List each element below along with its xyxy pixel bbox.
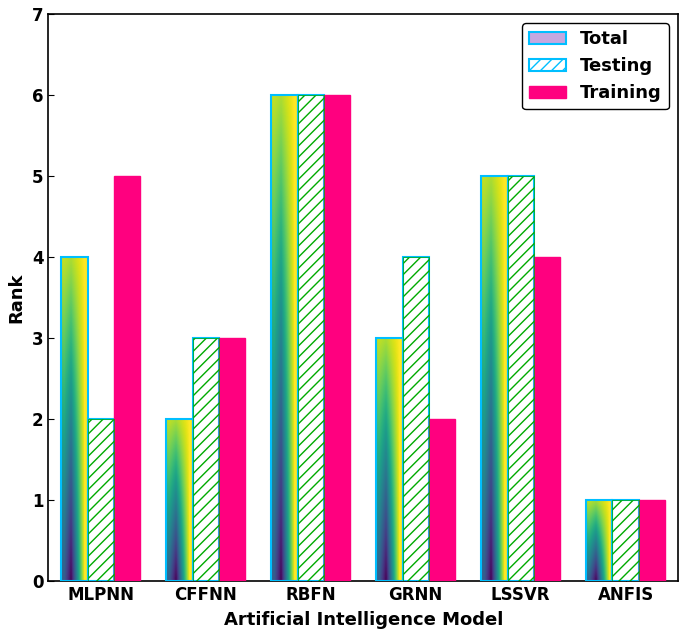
Bar	[297, 95, 324, 581]
Bar	[297, 95, 324, 581]
Bar	[324, 95, 350, 581]
Bar	[508, 176, 534, 581]
Bar	[638, 500, 665, 581]
Bar	[166, 419, 192, 581]
Y-axis label: Rank: Rank	[7, 272, 25, 323]
Legend: Total, Testing, Training: Total, Testing, Training	[522, 23, 669, 109]
Bar	[62, 257, 88, 581]
Bar	[219, 338, 245, 581]
Bar	[612, 500, 638, 581]
Bar	[586, 500, 612, 581]
Bar	[192, 338, 219, 581]
Bar	[403, 257, 429, 581]
Bar	[482, 176, 508, 581]
Bar	[612, 500, 638, 581]
Bar	[534, 257, 560, 581]
Bar	[192, 338, 219, 581]
Bar	[114, 176, 140, 581]
X-axis label: Artificial Intelligence Model: Artificial Intelligence Model	[223, 611, 503, 629]
Bar	[429, 419, 455, 581]
Bar	[88, 419, 114, 581]
Bar	[376, 338, 403, 581]
Bar	[271, 95, 297, 581]
Bar	[403, 257, 429, 581]
Bar	[508, 176, 534, 581]
Bar	[88, 419, 114, 581]
